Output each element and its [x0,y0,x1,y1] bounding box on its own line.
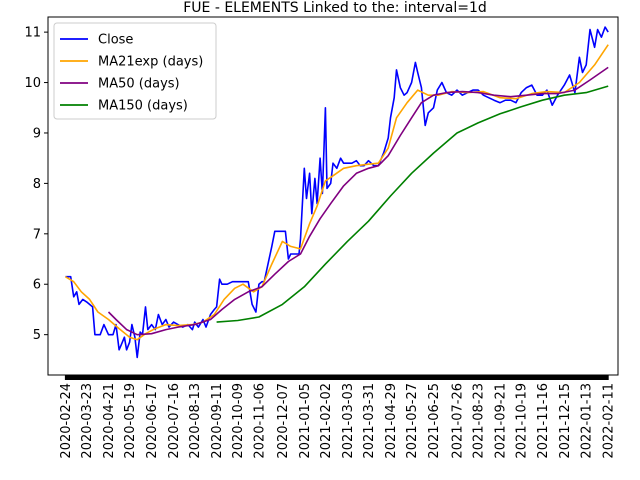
x-minor-ticks [64,375,609,380]
x-tick-label-12: 2021-02-02 [319,383,334,459]
x-tick-label-24: 2022-01-13 [580,383,595,459]
series-line-0 [65,26,609,359]
chart-title: FUE - ELEMENTS Linked to the: interval=1… [183,0,487,16]
x-tick-label-19: 2021-08-23 [472,383,487,459]
legend-label-2: MA50 (days) [98,77,180,92]
x-tick-label-22: 2021-11-16 [536,383,551,459]
x-tick-label-10: 2020-12-07 [276,383,291,459]
x-tick-label-23: 2021-12-15 [558,383,573,459]
x-tick-label-15: 2021-04-29 [384,383,399,459]
y-axis: 5 6 7 8 9 10 11 [24,26,48,343]
x-tick-label-5: 2020-07-16 [167,383,182,459]
y-tick-label-2: 7 [33,227,41,242]
x-tick-label-16: 2021-05-27 [405,383,420,459]
x-tick-label-8: 2020-10-09 [231,383,246,459]
y-tick-label-4: 9 [33,126,41,141]
x-tick-label-18: 2021-07-26 [451,383,466,459]
series-line-3 [216,85,609,323]
x-tick-label-3: 2020-05-19 [123,383,138,459]
y-tick-label-1: 6 [33,278,41,293]
x-tick-label-9: 2020-11-06 [252,383,267,459]
legend-label-1: MA21exp (days) [98,55,203,70]
x-axis: 2020-02-24 2020-03-23 2020-04-21 2020-05-19… [59,375,617,459]
legend-label-3: MA150 (days) [98,99,188,114]
series-line-2 [107,66,609,336]
x-tick-label-13: 2021-03-03 [341,383,356,459]
x-tick-label-1: 2020-03-23 [80,383,95,459]
y-tick-label-5: 10 [24,76,41,91]
y-tick-label-6: 11 [24,26,41,41]
x-tick-label-14: 2021-03-31 [362,383,377,459]
legend: Close MA21exp (days) MA50 (days) MA150 (day… [53,22,217,120]
x-tick-label-17: 2021-06-25 [427,383,442,459]
series-line-1 [64,44,609,341]
x-tick-label-6: 2020-08-13 [188,383,203,459]
x-tick-label-11: 2021-01-05 [298,383,313,459]
x-tick-label-20: 2021-09-21 [494,383,509,459]
x-tick-label-25: 2022-02-11 [602,383,617,459]
x-tick-label-21: 2021-10-19 [515,383,530,459]
y-tick-label-0: 5 [33,328,41,343]
legend-label-0: Close [98,33,133,48]
x-tick-label-2: 2020-04-21 [102,383,117,459]
x-tick-label-4: 2020-06-17 [145,383,160,459]
legend-box [53,22,217,120]
series-layer [64,26,609,359]
y-tick-label-3: 8 [33,177,41,192]
x-tick-label-7: 2020-09-11 [210,383,225,459]
x-tick-label-0: 2020-02-24 [59,383,74,459]
